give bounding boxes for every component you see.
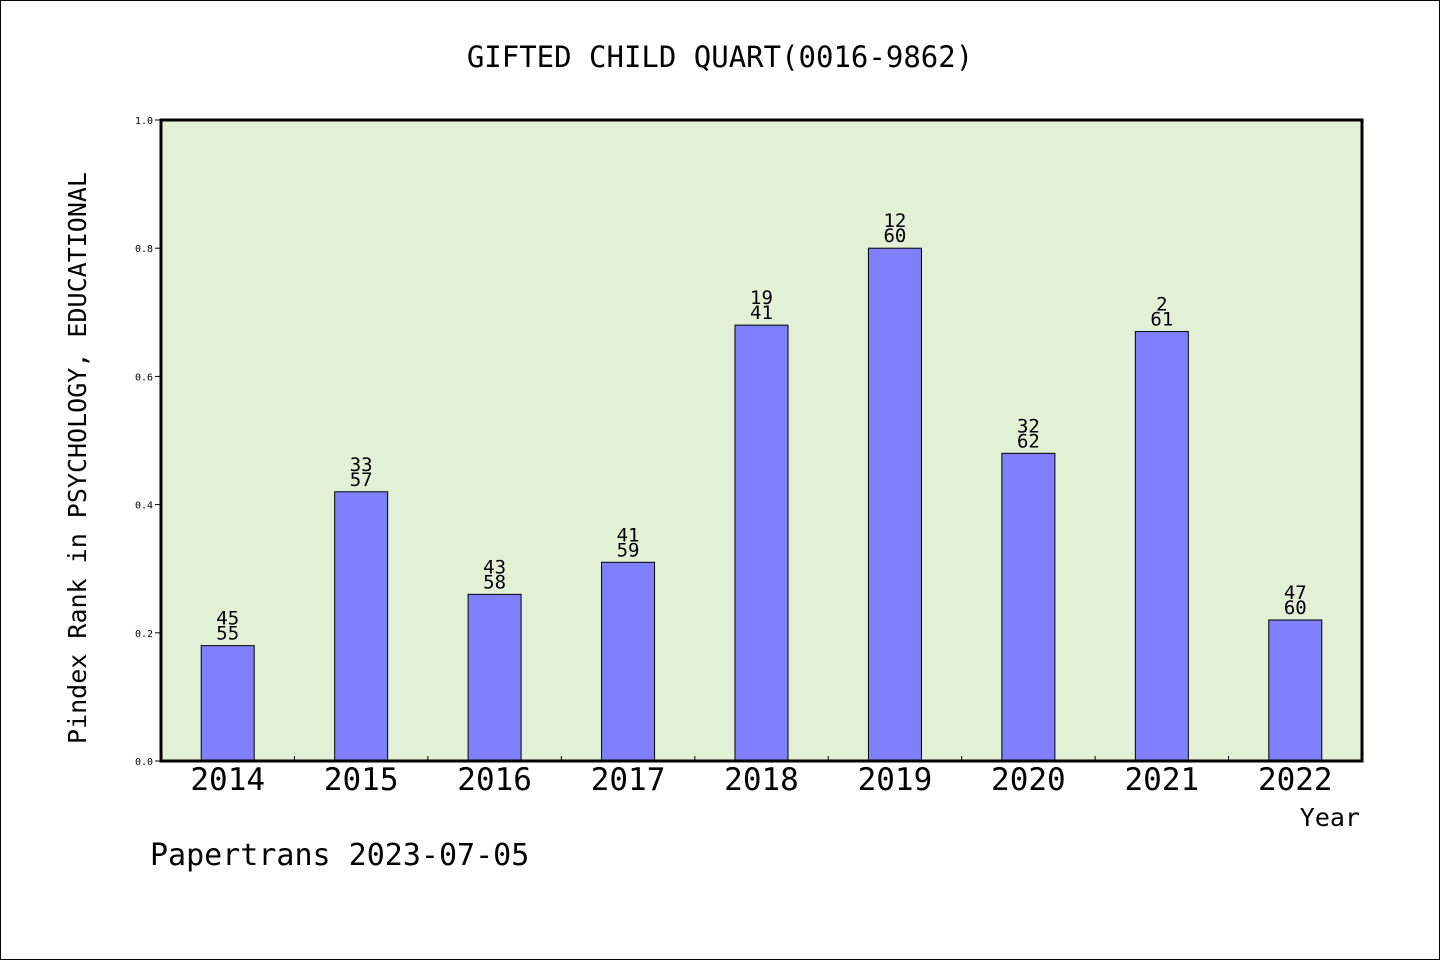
bar-2022 (1268, 619, 1323, 762)
bar-label-top-2019: 12 (883, 210, 906, 232)
bar-label-bottom-2017: 59 (617, 539, 640, 561)
bar-2017 (601, 561, 656, 762)
y-tick-label: 0.4 (135, 501, 153, 512)
footer-credit: Papertrans 2023-07-05 (150, 838, 529, 873)
bar-label-top-2017: 41 (617, 524, 640, 546)
bar-label-bottom-2015: 57 (350, 469, 373, 491)
y-tick-label: 0.6 (135, 372, 153, 383)
x-tick-label-2020: 2020 (991, 762, 1066, 798)
x-tick-label-2016: 2016 (457, 762, 532, 798)
bar-label-top-2016: 43 (483, 556, 506, 578)
x-tick-label-2022: 2022 (1258, 762, 1333, 798)
bar-label-top-2020: 32 (1017, 415, 1040, 437)
bar-label-bottom-2018: 41 (750, 302, 773, 324)
bar-label-bottom-2022: 60 (1284, 597, 1307, 619)
bar-2020 (1001, 452, 1056, 762)
bar-label-top-2014: 45 (216, 608, 239, 630)
x-axis-label: Year (1300, 803, 1360, 832)
y-tick-label: 1.0 (135, 116, 153, 127)
y-tick-label: 0.0 (135, 757, 153, 768)
y-tick-label: 0.2 (135, 629, 153, 640)
bar-2018 (734, 324, 789, 762)
bar-2019 (867, 247, 922, 762)
bar-label-bottom-2020: 62 (1017, 430, 1040, 452)
x-tick-label-2021: 2021 (1125, 762, 1200, 798)
chart-title: GIFTED CHILD QUART(0016-9862) (467, 40, 973, 74)
bar-label-bottom-2019: 60 (883, 225, 906, 247)
bar-label-top-2018: 19 (750, 287, 773, 309)
bar-label-top-2015: 33 (350, 454, 373, 476)
bar-2014 (200, 645, 255, 762)
bar-label-bottom-2016: 58 (483, 571, 506, 593)
x-tick-label-2018: 2018 (724, 762, 799, 798)
x-tick-label-2019: 2019 (858, 762, 933, 798)
x-tick-label-2017: 2017 (591, 762, 666, 798)
x-tick-label-2015: 2015 (324, 762, 399, 798)
bar-2021 (1134, 331, 1189, 762)
y-axis-label: Pindex Rank in PSYCHOLOGY, EDUCATIONAL (63, 172, 92, 744)
bar-2015 (334, 491, 389, 762)
bar-label-bottom-2014: 55 (216, 623, 239, 645)
x-tick-label-2014: 2014 (190, 762, 265, 798)
bar-label-top-2022: 47 (1284, 582, 1307, 604)
bar-label-bottom-2021: 61 (1150, 309, 1173, 331)
bar-2016 (467, 593, 522, 762)
bar-label-top-2021: 2 (1156, 294, 1167, 316)
plot-border (159, 118, 1364, 763)
y-tick-label: 0.8 (135, 244, 153, 255)
